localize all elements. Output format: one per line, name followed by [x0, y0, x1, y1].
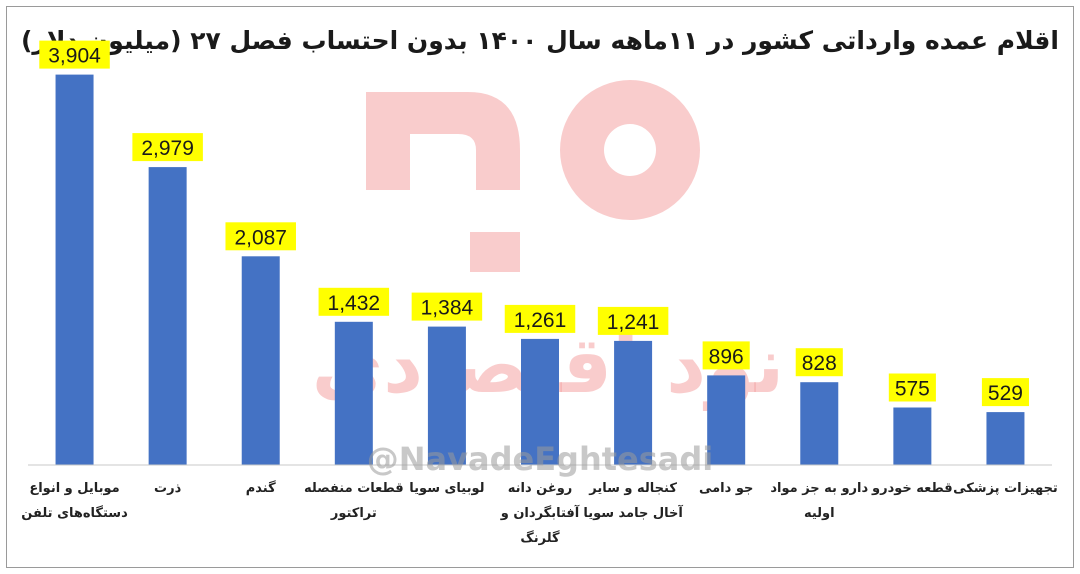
data-label-highlight-7 [702, 341, 750, 370]
category-label-6-0: کنجاله و سایر [588, 481, 677, 496]
data-label-5: 1,261 [514, 309, 567, 332]
category-label-0-0: موبایل و انواع [29, 481, 119, 496]
data-label-highlight-5 [504, 304, 576, 333]
bar-0 [55, 74, 94, 465]
data-label-1: 2,979 [141, 137, 194, 160]
category-label-7-0: جو دامی [699, 481, 753, 496]
category-label-3-0: قطعات منفصله [304, 481, 404, 496]
bar-10 [986, 412, 1025, 465]
category-label-2-0: گندم [246, 480, 276, 496]
category-label-9-0: قطعه خودرو [871, 481, 953, 496]
category-label-0-1: دستگاه‌های تلفن [21, 505, 128, 521]
data-label-10: 529 [988, 382, 1023, 405]
watermark-logo-left [366, 92, 520, 190]
data-label-7: 896 [709, 345, 744, 368]
data-label-highlight-4 [411, 292, 483, 321]
data-label-4: 1,384 [421, 297, 474, 320]
category-label-5-2: گلرنگ [520, 530, 560, 546]
data-label-highlight-9 [888, 373, 936, 402]
bar-4 [427, 326, 466, 465]
bar-7 [707, 375, 746, 465]
data-label-3: 1,432 [328, 292, 381, 315]
bar-2 [241, 256, 280, 465]
bar-6 [614, 340, 653, 465]
data-label-highlight-0 [39, 40, 110, 69]
watermark-logo-ring [560, 80, 700, 220]
watermark-logo-dot [470, 232, 520, 272]
data-label-highlight-8 [795, 348, 843, 377]
category-label-3-1: تراکتور [330, 506, 377, 521]
bar-5 [521, 338, 559, 465]
data-label-9: 575 [895, 378, 930, 401]
data-label-8: 828 [802, 352, 837, 375]
category-label-4-0: لوبیای سویا [409, 481, 484, 496]
watermark-logo [366, 80, 700, 272]
category-label-8-0: دارو به جز مواد [770, 481, 868, 496]
category-label-8-1: اولیه [804, 506, 835, 521]
category-label-10-0: تجهیزات پزشکی [953, 481, 1058, 496]
data-label-highlight-2 [225, 222, 296, 251]
data-label-highlight-10 [981, 378, 1030, 407]
data-label-6: 1,241 [607, 311, 660, 334]
category-label-1-0: ذرت [154, 481, 182, 496]
bar-9 [893, 407, 932, 465]
data-label-highlight-1 [132, 133, 203, 162]
data-label-highlight-3 [318, 287, 390, 316]
bar-1 [148, 167, 187, 465]
category-label-5-0: روغن دانه [508, 481, 573, 496]
category-label-6-1: آخال جامد سویا [583, 504, 683, 521]
data-label-0: 3,904 [48, 45, 101, 68]
bar-3 [334, 321, 373, 465]
data-label-2: 2,087 [234, 226, 287, 249]
bar-8 [800, 382, 839, 465]
watermark-handle: @NavadeEghtesadi [367, 440, 714, 478]
category-label-5-1: آفتابگردان و [500, 504, 580, 521]
data-label-highlight-6 [597, 306, 669, 335]
